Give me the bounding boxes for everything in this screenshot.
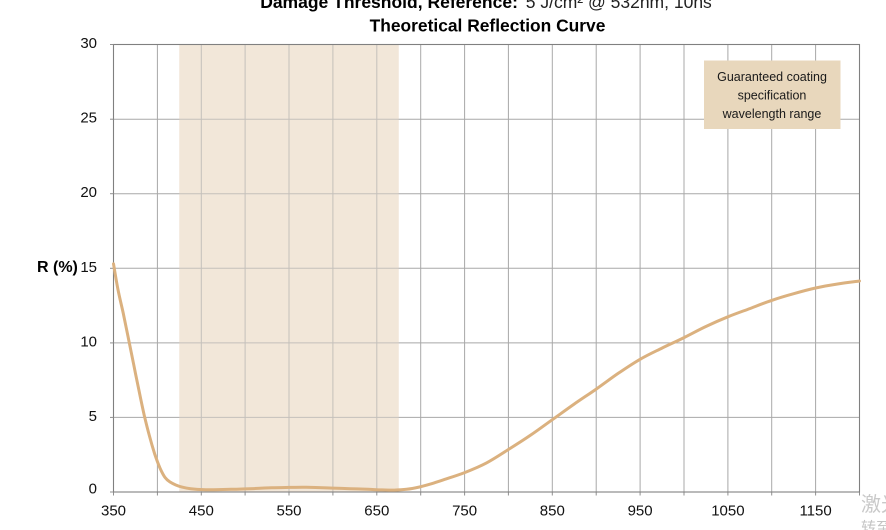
svg-text:950: 950 [628, 503, 653, 520]
svg-text:25: 25 [80, 110, 97, 127]
svg-text:转至顶: 转至顶 [861, 520, 886, 530]
svg-text:850: 850 [540, 503, 565, 520]
svg-text:550: 550 [276, 503, 301, 520]
svg-text:0: 0 [89, 481, 97, 498]
svg-text:650: 650 [364, 503, 389, 520]
svg-text:10: 10 [80, 333, 97, 350]
svg-text:350: 350 [101, 503, 126, 520]
svg-text:specification: specification [738, 89, 807, 103]
svg-text:R (%): R (%) [37, 259, 78, 276]
svg-text:750: 750 [452, 503, 477, 520]
svg-text:5: 5 [89, 408, 97, 425]
svg-text:激光器: 激光器 [861, 493, 886, 516]
svg-text:Guaranteed coating: Guaranteed coating [717, 70, 827, 84]
svg-text:20: 20 [80, 184, 97, 201]
svg-text:wavelength range: wavelength range [722, 107, 822, 121]
svg-text:Damage Threshold, Reference: 5: Damage Threshold, Reference: 5 J/cm² @ 5… [260, 0, 712, 12]
svg-text:450: 450 [189, 503, 214, 520]
svg-text:30: 30 [80, 35, 97, 52]
svg-text:Theoretical Reflection Curve: Theoretical Reflection Curve [370, 15, 606, 35]
svg-text:1150: 1150 [799, 503, 831, 520]
svg-text:15: 15 [80, 259, 97, 276]
svg-text:1050: 1050 [711, 503, 744, 520]
